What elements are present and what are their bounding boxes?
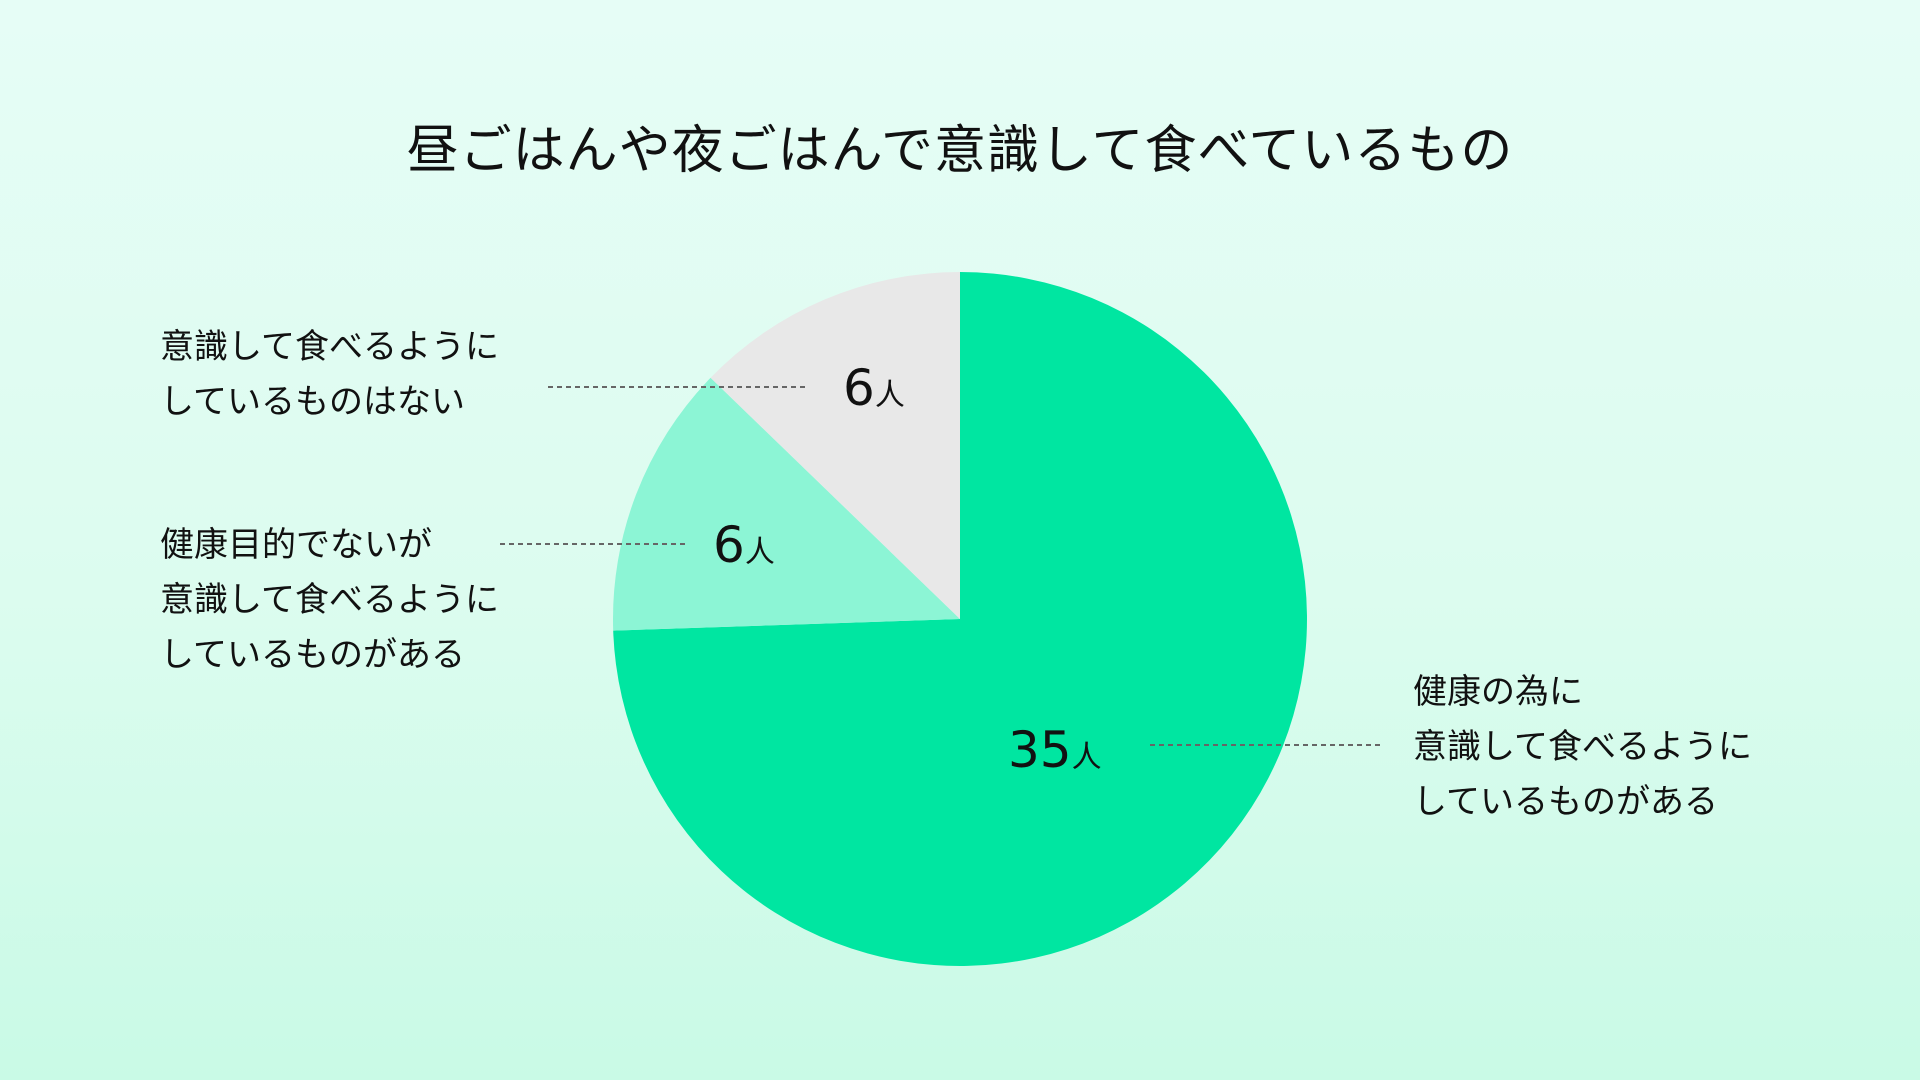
slice-label-none-line-1: 意識して食べるように [160,327,499,367]
slice-value-none-number: 6 [843,359,875,417]
slice-label-health: 健康の為に 意識して食べるように しているものがある [1413,665,1752,830]
slice-label-non-health-line-3: しているものがある [160,635,465,675]
slice-label-none-line-2: しているものはない [160,382,465,422]
slice-value-none: 6人 [843,363,905,413]
pie-slice-none [710,272,960,619]
slice-label-non-health-line-1: 健康目的でないが [160,525,432,565]
slice-label-non-health-line-2: 意識して食べるように [160,580,499,620]
slice-value-non-health-unit: 人 [744,535,775,570]
slice-label-health-line-3: しているものがある [1413,782,1718,822]
slice-label-health-line-1: 健康の為に [1413,672,1583,712]
slice-label-none: 意識して食べるように しているものはない [160,320,499,430]
slice-value-non-health: 6人 [713,520,775,570]
slice-value-health-number: 35 [1008,721,1072,779]
chart-title: 昼ごはんや夜ごはんで意識して食べているもの [406,121,1514,181]
pie-slice-health [613,272,1307,966]
slice-label-health-line-2: 意識して食べるように [1413,727,1752,767]
slice-value-none-unit: 人 [874,378,905,413]
slice-value-health-unit: 人 [1071,740,1102,775]
slice-value-health: 35人 [1008,725,1102,775]
slice-value-non-health-number: 6 [713,516,745,574]
slice-label-non-health: 健康目的でないが 意識して食べるように しているものがある [160,518,499,683]
pie-slice-non-health [612,377,960,631]
